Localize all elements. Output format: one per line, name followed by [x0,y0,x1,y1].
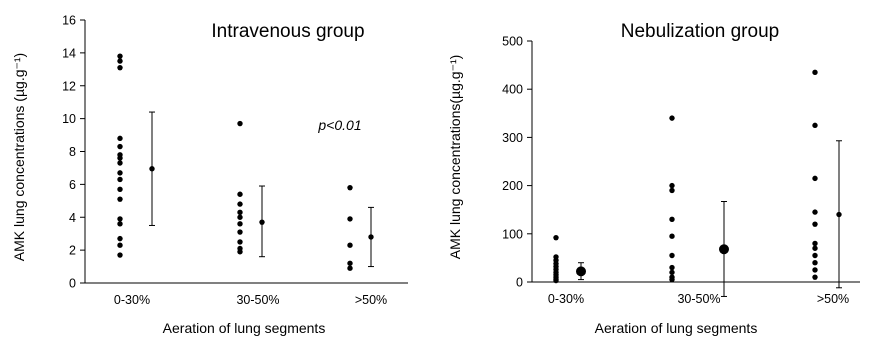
y-tick-label: 4 [69,211,76,225]
x-tick-label: >50% [817,292,849,306]
y-tick-label: 200 [502,179,523,193]
data-point [237,249,243,255]
y-tick-label: 12 [62,79,76,93]
data-point [117,186,123,193]
data-point [812,240,818,247]
data-point [347,216,353,222]
y-tick-label: 0 [69,277,76,291]
p-value-annotation: p<0.01 [317,117,361,133]
data-point [553,277,559,284]
data-point [117,176,123,183]
y-tick-label: 10 [62,112,76,126]
data-point [117,64,123,71]
data-point [347,260,353,266]
data-point [812,267,818,273]
data-point [117,58,123,64]
chart-title: Intravenous group [211,21,364,42]
data-point [669,187,675,194]
y-tick-label: 16 [62,14,76,28]
data-point [347,265,353,271]
x-tick-label: 0-30% [548,292,584,306]
data-point [812,69,818,76]
mean-point [836,211,842,218]
mean-point [719,244,729,255]
data-point [117,53,123,59]
x-tick-label: 30-50% [236,293,279,307]
y-axis-title: AMK lung concentrations(µg.g⁻¹) [447,55,463,260]
data-point [553,234,559,241]
data-point [669,233,675,239]
data-point [237,214,243,220]
data-point [669,252,675,259]
mean-point [368,234,374,240]
data-point [812,274,818,280]
y-tick-label: 500 [502,35,523,49]
data-point [117,143,123,150]
y-tick-label: 100 [502,227,523,241]
data-point [237,239,243,245]
data-point [669,115,675,121]
data-point [812,260,818,266]
chart-title: Nebulization group [621,21,779,42]
x-tick-label: 0-30% [114,293,150,307]
data-point [812,209,818,215]
data-point [812,221,818,227]
y-tick-label: 2 [69,244,76,258]
y-tick-label: 400 [502,83,523,97]
data-point [117,135,123,142]
mean-point [149,166,155,172]
data-point [812,245,818,251]
data-point [669,276,675,283]
y-tick-label: 0 [516,276,523,290]
data-point [669,269,675,276]
data-point [117,196,123,202]
data-point [237,120,243,127]
y-tick-label: 300 [502,131,523,145]
y-axis-title: AMK lung concentrations (µg.g⁻¹) [11,53,27,261]
y-tick-label: 8 [69,145,76,159]
nebulization-chart: Nebulization group AMK lung concentratio… [447,21,860,336]
x-tick-label: >50% [355,293,387,307]
x-axis-title: Aeration of lung segments [595,320,758,336]
data-point [237,209,243,216]
data-point [117,155,123,161]
data-point [347,184,353,191]
data-point [237,221,243,227]
x-axis-title: Aeration of lung segments [163,320,326,336]
intravenous-chart: Intravenous group AMK lung concentration… [11,14,408,336]
data-point [117,216,123,222]
data-point [347,242,353,248]
data-point [812,175,818,182]
data-point [237,201,243,207]
data-point [812,252,818,259]
data-point [669,216,675,223]
mean-point [259,219,265,225]
mean-point [576,266,586,277]
data-point [117,160,123,166]
data-point [669,182,675,189]
data-point [117,252,123,258]
data-point [117,170,123,176]
data-point [117,242,123,248]
x-tick-label: 30-50% [677,292,720,306]
data-point [812,122,818,129]
data-point [117,221,123,227]
data-point [669,264,675,271]
y-tick-label: 6 [69,178,76,192]
data-point [237,191,243,197]
y-tick-label: 14 [62,46,76,60]
data-point [117,235,123,242]
data-point [237,229,243,235]
